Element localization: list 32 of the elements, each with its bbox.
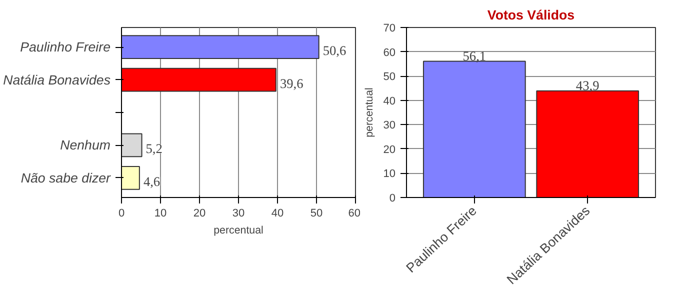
data-label: 50,6 [322,43,346,58]
y-axis-title: percentual [363,88,376,138]
bar [122,68,276,92]
y-tick-label: 20 [383,144,396,156]
bar [122,35,320,60]
x-tick-label: 40 [271,208,284,220]
x-tick-label: 50 [310,208,323,220]
data-label: 56,1 [462,48,486,64]
data-label: 43,9 [576,78,600,93]
y-tick-label: 40 [383,95,396,108]
bar [122,166,140,190]
y-tick-label: 50 [383,71,396,84]
x-tick-label: 30 [232,208,245,220]
y-tick-label: Nenhum [60,138,111,153]
x-tick-label: 20 [193,208,206,220]
x-tick-label: 60 [348,208,361,220]
y-tick-label: 30 [383,120,396,132]
x-tick-label: 10 [154,208,167,220]
y-tick-label: Não sabe dizer [20,170,112,186]
y-tick-label: Paulinho Freire [20,40,111,55]
x-axis-title: percentual [214,224,264,236]
data-label: 39,6 [280,76,304,91]
bar [122,133,142,158]
chart-title: Votos Válidos [487,8,575,22]
x-tick-label: 0 [118,208,125,220]
data-label: 5,2 [146,141,162,156]
data-label: 4,6 [143,174,160,189]
y-tick-label: 10 [383,168,396,180]
y-tick-label: 0 [389,192,396,204]
y-tick-label: Natália Bonavides [3,72,111,88]
y-tick-label: 70 [383,22,396,34]
y-tick-label: 60 [383,46,396,59]
